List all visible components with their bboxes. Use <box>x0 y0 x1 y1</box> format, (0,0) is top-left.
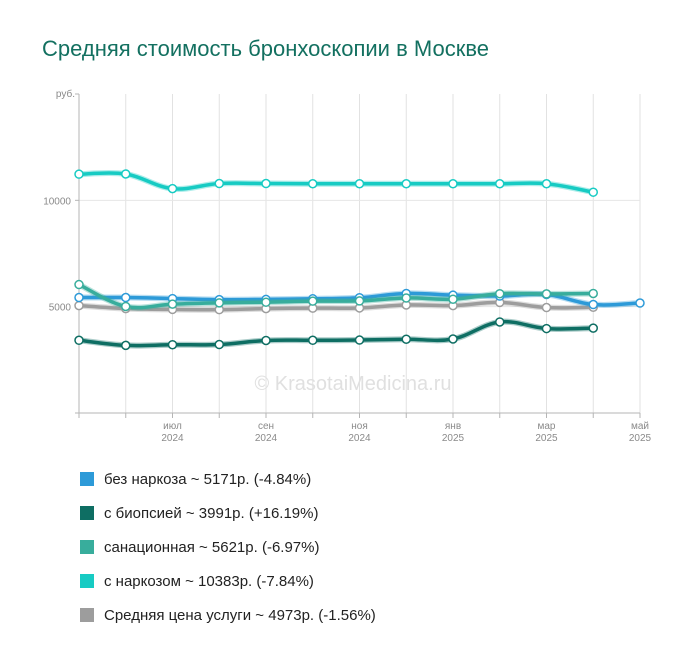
x-tick-label: 2025 <box>629 433 652 444</box>
data-point <box>401 178 411 189</box>
data-point <box>495 178 505 189</box>
grid-lines <box>78 94 641 413</box>
x-tick-label: сен <box>258 421 274 432</box>
y-unit-label: руб. <box>56 88 75 100</box>
legend-label: с наркозом ~ 10383р. (-7.84%) <box>104 572 314 590</box>
data-point <box>214 178 224 189</box>
data-point <box>635 298 645 308</box>
data-point <box>541 289 552 299</box>
data-point <box>261 178 271 189</box>
data-point <box>588 288 598 299</box>
legend: без наркоза ~ 5171р. (-4.84%) с биопсией… <box>80 462 376 632</box>
data-point <box>261 335 271 346</box>
data-point <box>354 335 365 345</box>
data-point <box>121 169 131 179</box>
series-line-shadow <box>76 318 597 349</box>
x-tick-label: 2025 <box>442 433 465 444</box>
data-point <box>74 279 84 290</box>
x-tick-label: мар <box>538 421 556 432</box>
legend-swatch <box>80 540 94 554</box>
data-point <box>121 340 131 351</box>
data-point <box>448 294 458 304</box>
legend-swatch <box>80 506 94 520</box>
x-tick-label: ноя <box>351 421 368 432</box>
data-point <box>308 178 318 189</box>
data-point <box>74 169 84 179</box>
x-tick-label: 2025 <box>535 433 558 444</box>
legend-item-s-biopsiey[interactable]: с биопсией ~ 3991р. (+16.19%) <box>80 496 376 530</box>
data-point <box>74 292 84 303</box>
data-point <box>167 339 178 350</box>
legend-swatch <box>80 472 94 486</box>
data-point <box>401 334 411 344</box>
data-point <box>74 335 84 346</box>
data-point <box>214 339 224 350</box>
data-point <box>354 178 365 189</box>
chart-title: Средняя стоимость бронхоскопии в Москве <box>42 36 489 61</box>
x-tick-label: 2024 <box>255 433 278 444</box>
legend-item-bez-narkoza[interactable]: без наркоза ~ 5171р. (-4.84%) <box>80 462 376 496</box>
legend-item-sanatsionnaya[interactable]: санационная ~ 5621р. (-6.97%) <box>80 530 376 564</box>
y-tick-label: 10000 <box>43 196 71 207</box>
data-points <box>74 169 645 351</box>
data-point <box>121 292 131 303</box>
data-point <box>541 302 552 313</box>
data-point <box>308 335 318 346</box>
data-point <box>495 288 505 299</box>
series-line <box>77 171 595 194</box>
data-point <box>588 187 598 197</box>
legend-swatch <box>80 608 94 622</box>
legend-label: санационная ~ 5621р. (-6.97%) <box>104 538 320 556</box>
data-point <box>588 299 598 310</box>
data-point <box>167 299 178 309</box>
x-tick-label: май <box>631 421 649 432</box>
data-point <box>401 293 411 303</box>
axes: руб.500010000июл2024сен2024ноя2024янв202… <box>43 88 651 444</box>
data-point <box>74 300 84 311</box>
x-tick-label: 2024 <box>348 433 371 444</box>
y-tick-label: 5000 <box>49 303 72 314</box>
data-point <box>448 334 458 344</box>
watermark: © KrasotaiMedicina.ru <box>254 373 451 395</box>
legend-label: Средняя цена услуги ~ 4973р. (-1.56%) <box>104 606 376 624</box>
x-tick-label: июл <box>163 421 182 432</box>
data-point <box>541 178 552 189</box>
data-point <box>448 178 458 189</box>
data-point <box>214 298 224 308</box>
data-point <box>588 323 598 333</box>
legend-item-s-narkozom[interactable]: с наркозом ~ 10383р. (-7.84%) <box>80 564 376 598</box>
data-point <box>495 317 505 327</box>
data-point <box>261 297 271 307</box>
data-point <box>354 296 365 306</box>
legend-item-average[interactable]: Средняя цена услуги ~ 4973р. (-1.56%) <box>80 598 376 632</box>
legend-swatch <box>80 574 94 588</box>
legend-label: без наркоза ~ 5171р. (-4.84%) <box>104 470 312 488</box>
legend-label: с биопсией ~ 3991р. (+16.19%) <box>104 504 319 522</box>
x-tick-label: 2024 <box>161 433 184 444</box>
line-chart: © KrasotaiMedicina.ru руб.500010000июл20… <box>43 88 651 444</box>
data-point <box>541 323 552 334</box>
data-point <box>308 296 318 306</box>
x-tick-label: янв <box>445 421 461 432</box>
data-point <box>167 183 178 194</box>
data-point <box>121 301 131 312</box>
